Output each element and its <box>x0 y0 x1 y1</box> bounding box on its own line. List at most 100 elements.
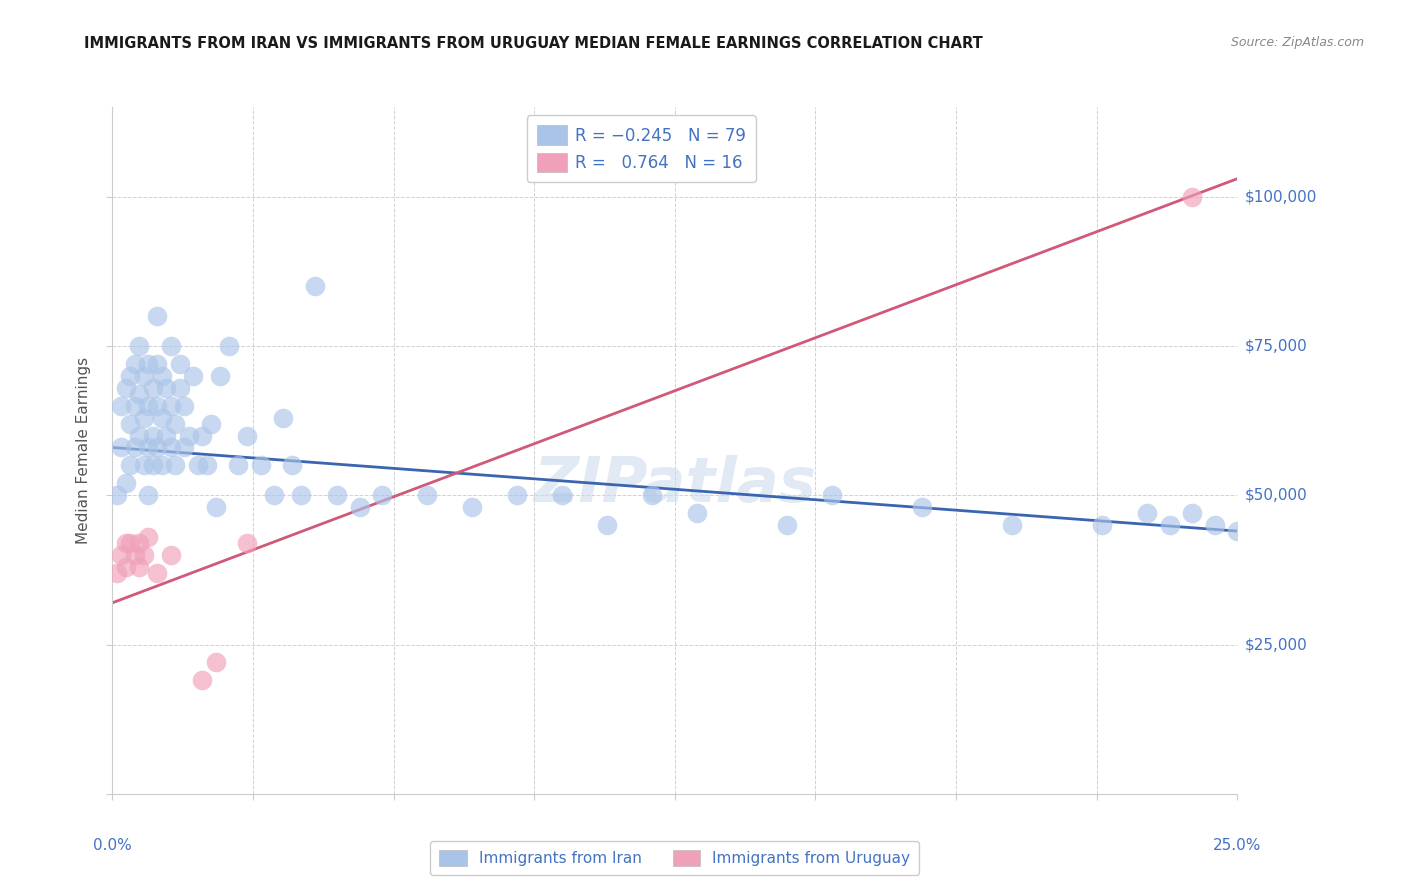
Point <box>205 656 228 670</box>
Point <box>1181 506 1204 520</box>
Point <box>183 368 205 383</box>
Point <box>236 536 259 550</box>
Point <box>138 488 160 502</box>
Point <box>349 500 371 515</box>
Text: $25,000: $25,000 <box>1244 637 1308 652</box>
Point <box>304 279 326 293</box>
Point <box>150 410 173 425</box>
Point <box>596 518 619 533</box>
Text: $75,000: $75,000 <box>1244 338 1308 353</box>
Point <box>110 399 132 413</box>
Point <box>132 410 155 425</box>
Point <box>641 488 664 502</box>
Point <box>290 488 312 502</box>
Point <box>138 399 160 413</box>
Point <box>187 458 209 473</box>
Point <box>177 428 200 442</box>
Text: IMMIGRANTS FROM IRAN VS IMMIGRANTS FROM URUGUAY MEDIAN FEMALE EARNINGS CORRELATI: IMMIGRANTS FROM IRAN VS IMMIGRANTS FROM … <box>84 36 983 51</box>
Point <box>138 441 160 455</box>
Point <box>155 428 177 442</box>
Text: $100,000: $100,000 <box>1244 189 1316 204</box>
Point <box>115 476 138 491</box>
Point <box>821 488 844 502</box>
Point <box>132 548 155 562</box>
Point <box>281 458 304 473</box>
Text: 25.0%: 25.0% <box>1213 838 1261 854</box>
Point <box>124 399 146 413</box>
Point <box>160 339 183 353</box>
Point <box>110 548 132 562</box>
Point <box>146 357 169 371</box>
Point <box>115 560 138 574</box>
Text: ZIPatlas: ZIPatlas <box>533 455 817 515</box>
Point <box>120 536 142 550</box>
Point <box>686 506 709 520</box>
Point <box>160 441 183 455</box>
Point <box>155 381 177 395</box>
Point <box>120 368 142 383</box>
Point <box>371 488 394 502</box>
Point <box>250 458 273 473</box>
Point <box>146 309 169 323</box>
Point <box>506 488 529 502</box>
Point <box>776 518 799 533</box>
Point <box>236 428 259 442</box>
Point <box>128 560 150 574</box>
Point <box>1001 518 1024 533</box>
Text: 0.0%: 0.0% <box>93 838 132 854</box>
Point <box>165 458 187 473</box>
Point <box>1204 518 1226 533</box>
Point <box>132 458 155 473</box>
Point <box>191 673 214 688</box>
Point <box>128 536 150 550</box>
Point <box>128 428 150 442</box>
Point <box>165 417 187 431</box>
Point <box>228 458 250 473</box>
Point <box>138 530 160 544</box>
Legend: R = −0.245   N = 79, R =   0.764   N = 16: R = −0.245 N = 79, R = 0.764 N = 16 <box>526 115 756 182</box>
Point <box>105 566 128 580</box>
Point <box>138 357 160 371</box>
Point <box>273 410 295 425</box>
Point <box>169 381 191 395</box>
Point <box>146 441 169 455</box>
Point <box>1136 506 1159 520</box>
Point <box>124 441 146 455</box>
Point <box>132 368 155 383</box>
Point <box>416 488 439 502</box>
Point <box>142 428 165 442</box>
Point <box>173 441 195 455</box>
Point <box>200 417 222 431</box>
Point <box>218 339 240 353</box>
Point <box>1226 524 1249 538</box>
Text: $50,000: $50,000 <box>1244 488 1308 503</box>
Point <box>326 488 349 502</box>
Point <box>461 500 484 515</box>
Point <box>110 441 132 455</box>
Point <box>128 386 150 401</box>
Point <box>105 488 128 502</box>
Point <box>169 357 191 371</box>
Point <box>128 339 150 353</box>
Point <box>142 381 165 395</box>
Point <box>146 399 169 413</box>
Point <box>1181 189 1204 203</box>
Point <box>263 488 285 502</box>
Point <box>150 368 173 383</box>
Point <box>1159 518 1181 533</box>
Point <box>160 399 183 413</box>
Point <box>115 536 138 550</box>
Point <box>205 500 228 515</box>
Point <box>551 488 574 502</box>
Point <box>160 548 183 562</box>
Point <box>195 458 218 473</box>
Point <box>120 417 142 431</box>
Point <box>124 548 146 562</box>
Point <box>191 428 214 442</box>
Point <box>142 458 165 473</box>
Point <box>209 368 232 383</box>
Point <box>173 399 195 413</box>
Point <box>150 458 173 473</box>
Y-axis label: Median Female Earnings: Median Female Earnings <box>76 357 91 544</box>
Point <box>124 357 146 371</box>
